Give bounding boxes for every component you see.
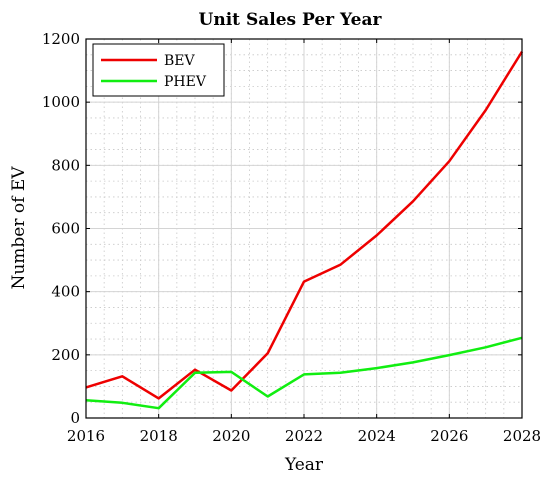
x-axis-label: Year	[284, 455, 324, 475]
legend-label-phev: PHEV	[164, 74, 207, 90]
x-tick-label: 2018	[140, 427, 178, 445]
legend-box	[92, 43, 225, 97]
axis-ticks: 2016 2018 2020 2022 2024 2026 2028 0 200 400 600 80…	[42, 30, 541, 445]
series-layer	[85, 50, 524, 410]
y-tick-label: 200	[51, 346, 80, 364]
chart-title: Unit Sales Per Year	[199, 10, 383, 30]
y-tick-label: 400	[51, 283, 80, 301]
x-tick-label: 2022	[285, 427, 323, 445]
y-tick-label: 1200	[42, 30, 80, 48]
x-tick-label: 2026	[430, 427, 468, 445]
y-axis-label: Number of EV	[9, 166, 29, 290]
x-tick-label: 2020	[212, 427, 250, 445]
x-tick-label: 2028	[503, 427, 541, 445]
x-tick-label: 2024	[358, 427, 396, 445]
series-line-bev	[85, 50, 524, 400]
legend: BEV PHEV	[92, 43, 225, 97]
y-tick-label: 800	[51, 156, 80, 174]
series-line-phev	[85, 336, 523, 410]
y-tick-label: 1000	[42, 93, 80, 111]
legend-label-bev: BEV	[164, 53, 196, 69]
y-tick-label: 600	[51, 220, 80, 238]
x-tick-label: 2016	[67, 427, 105, 445]
y-tick-label: 0	[70, 409, 80, 427]
